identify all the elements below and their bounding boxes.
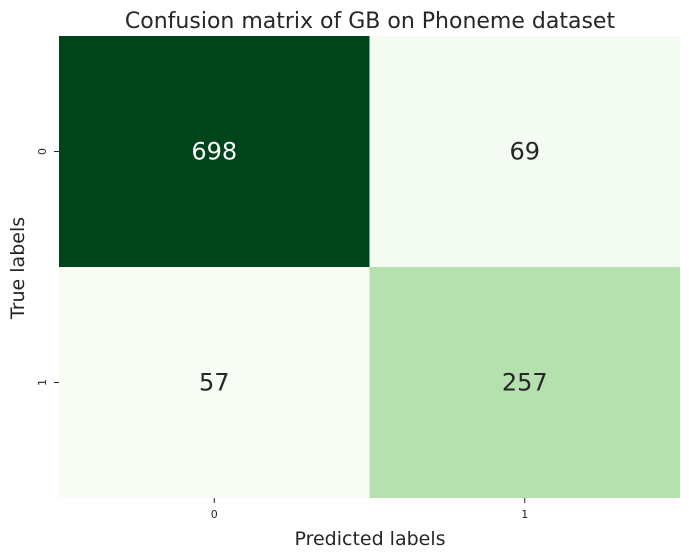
heatmap-cells [59, 36, 680, 498]
heatmap-cell-1-1 [369, 267, 680, 498]
chart-title: Confusion matrix of GB on Phoneme datase… [125, 9, 616, 34]
heatmap-cell-0-1 [369, 36, 680, 267]
y-axis-label: True labels [7, 217, 29, 320]
heatmap-annotations: 698 69 57 257 [191, 138, 547, 397]
x-tick-label-1: 1 [521, 508, 528, 521]
x-axis-label: Predicted labels [294, 528, 445, 550]
y-axis-ticks: 01 [36, 148, 59, 386]
cell-value-1-0: 57 [199, 369, 230, 397]
cell-value-0-0: 698 [191, 138, 237, 166]
x-tick-label-0: 0 [211, 508, 218, 521]
y-tick-label-0: 0 [36, 148, 49, 155]
cell-value-0-1: 69 [509, 138, 540, 166]
y-tick-label-1: 1 [36, 379, 49, 386]
heatmap-cell-0-0 [59, 36, 370, 267]
heatmap-cell-1-0 [59, 267, 370, 498]
cell-value-1-1: 257 [502, 369, 548, 397]
